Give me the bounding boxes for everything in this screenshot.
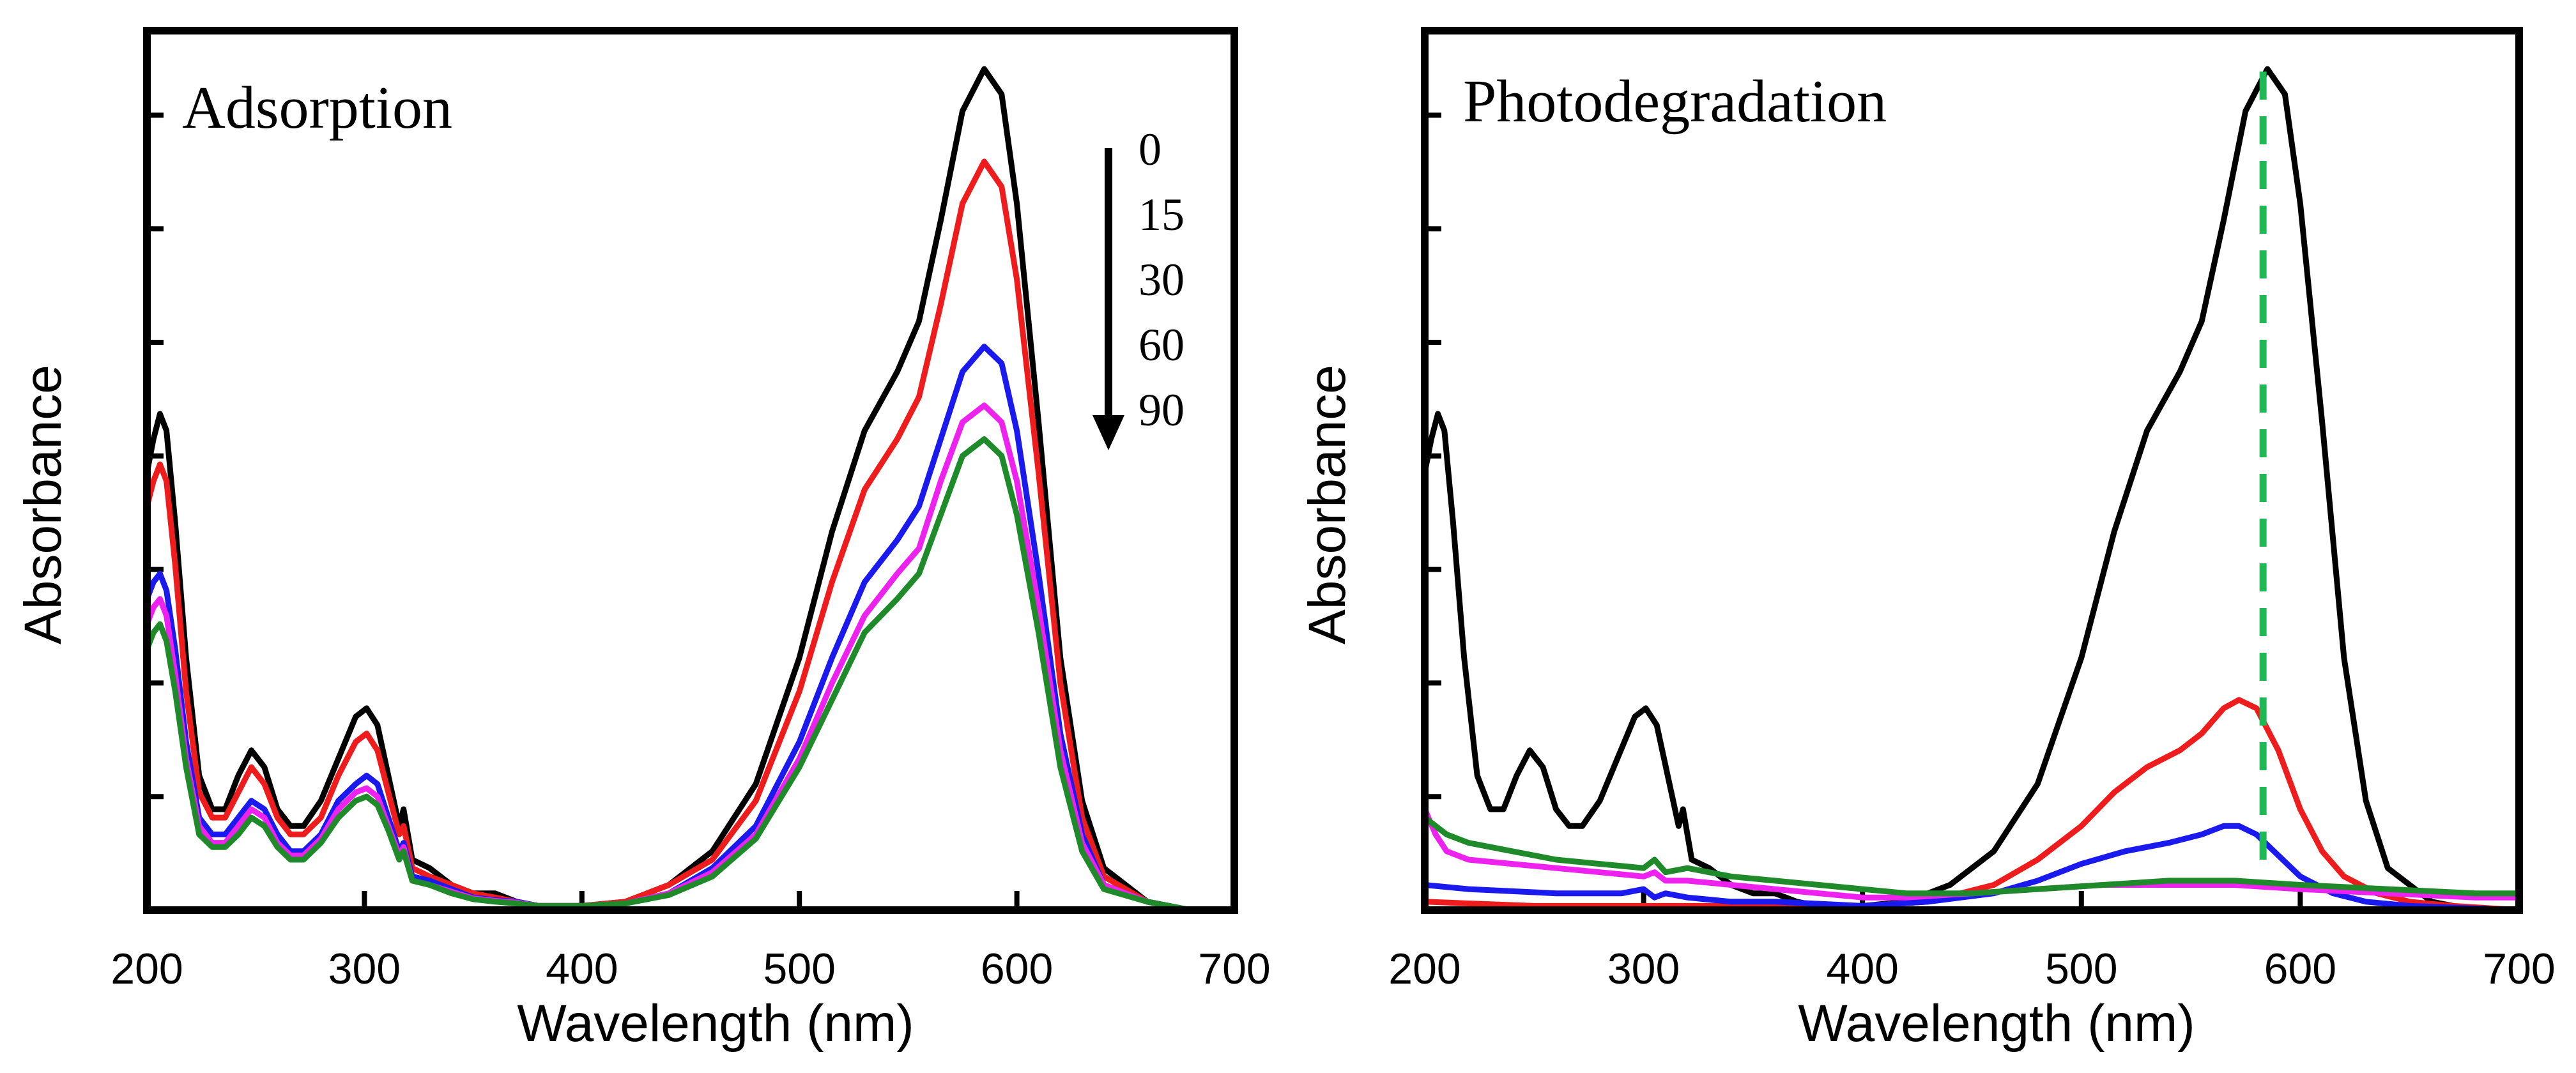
x-tick-label: 600 — [2264, 945, 2336, 993]
x-tick-label: 200 — [111, 945, 183, 993]
legend-entry: 60 — [1138, 319, 1184, 370]
plot-frame — [143, 27, 1238, 914]
series-line-90 — [144, 436, 1238, 913]
plot-frame — [1421, 27, 2523, 914]
y-axis-label: Absorbance — [14, 365, 72, 644]
x-tick-label: 700 — [1198, 945, 1270, 993]
legend-entry: 30 — [1138, 254, 1184, 305]
series-line-30 — [1422, 823, 2522, 913]
legend: 0 15 30 60 90 — [1092, 124, 1184, 450]
series-line-60 — [1422, 806, 2522, 901]
x-tick-label: 500 — [763, 945, 835, 993]
x-tick-label: 200 — [1388, 945, 1460, 993]
adsorption-chart: Absorbance Wavelength (nm) Adsorption 20… — [14, 27, 1271, 1053]
photodegradation-chart: Absorbance Wavelength (nm) Photodegradat… — [1298, 27, 2556, 1053]
legend-entry: 15 — [1138, 189, 1184, 240]
legend-entry: 90 — [1138, 384, 1184, 436]
x-tick-label: 400 — [1826, 945, 1898, 993]
x-tick-label: 300 — [328, 945, 401, 993]
legend-entry: 0 — [1138, 124, 1162, 175]
series-line-15 — [144, 158, 1238, 913]
series-line-0 — [1422, 66, 2522, 913]
panel-title: Photodegradation — [1463, 68, 1887, 135]
series-line-90 — [1422, 814, 2522, 897]
panel-title: Adsorption — [182, 75, 452, 141]
x-tick-label: 700 — [2483, 945, 2555, 993]
y-axis-label: Absorbance — [1298, 365, 1356, 644]
x-tick-label: 500 — [2045, 945, 2117, 993]
x-tick-label: 600 — [981, 945, 1053, 993]
x-axis-label: Wavelength (nm) — [517, 994, 914, 1053]
x-tick-label: 400 — [546, 945, 618, 993]
x-tick-label: 300 — [1607, 945, 1680, 993]
legend-arrow-head — [1092, 415, 1124, 450]
x-axis-label: Wavelength (nm) — [1798, 994, 2195, 1053]
